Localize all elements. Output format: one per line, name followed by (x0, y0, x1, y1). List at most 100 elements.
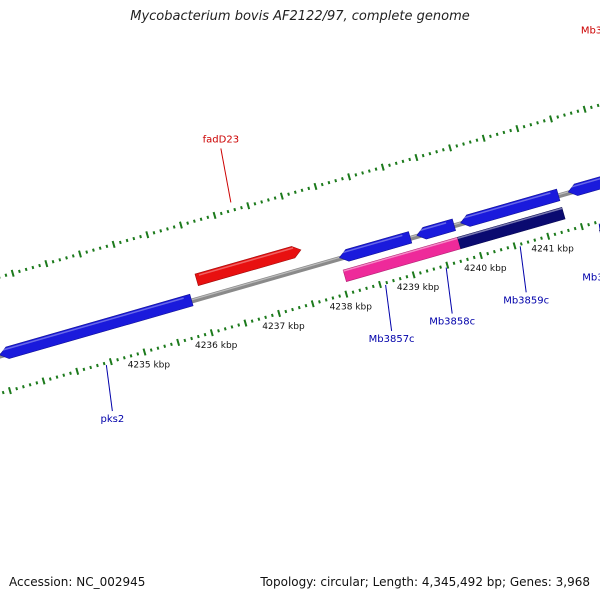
forward-scale-tick (414, 153, 419, 162)
forward-scale-tick (10, 269, 15, 277)
scale-label-4242-kbp: 4242 kbp (599, 225, 600, 235)
reverse-scale-tick (62, 373, 66, 377)
scale-label-4240-kbp: 4240 kbp (464, 264, 507, 274)
reverse-scale-tick (546, 232, 551, 240)
gene-fadd23[interactable] (194, 246, 302, 286)
reverse-scale-tick (411, 271, 416, 279)
feature-bar-shine (343, 237, 458, 272)
reverse-scale-tick (170, 342, 173, 347)
reverse-scale-tick (365, 286, 368, 291)
forward-scale-tick (111, 240, 116, 248)
forward-scale-tick (38, 263, 41, 268)
forward-scale-tick (206, 215, 210, 220)
forward-scale-tick (24, 267, 28, 272)
forward-scale-tick (219, 211, 223, 216)
reverse-scale-tick (472, 255, 476, 260)
reverse-scale-tick (358, 288, 362, 292)
forward-scale-tick (152, 231, 156, 235)
reverse-scale-tick (55, 375, 59, 379)
reverse-scale-tick (493, 249, 496, 254)
forward-scale-tick (590, 105, 593, 110)
gene-shine (341, 234, 403, 254)
forward-scale-tick (596, 103, 600, 108)
forward-scale-tick (226, 209, 230, 214)
forward-scale-tick (401, 159, 405, 164)
reverse-scale-tick (250, 319, 254, 323)
forward-scale-tick (85, 250, 89, 254)
gene-mb3858c[interactable] (416, 218, 456, 240)
reverse-scale-tick (48, 377, 52, 381)
forward-scale-tick (139, 234, 142, 239)
forward-scale-tick (212, 211, 217, 220)
reverse-scale-tick (277, 309, 282, 318)
reverse-scale-tick (230, 325, 234, 329)
forward-scale-tick (4, 273, 8, 277)
forward-scale-tick (582, 105, 587, 113)
forward-scale-tick (132, 236, 136, 241)
reverse-scale-tick (116, 358, 119, 362)
reverse-scale-tick (439, 265, 442, 269)
forward-scale-tick (428, 151, 432, 156)
reverse-scale-tick (69, 371, 72, 375)
reverse-scale-tick (425, 269, 429, 273)
reverse-scale-tick (41, 377, 46, 385)
forward-scale-tick (347, 173, 352, 181)
forward-scale-tick (462, 142, 465, 146)
reverse-scale-tick (1, 390, 5, 395)
reverse-scale-tick (257, 317, 261, 321)
reverse-scale-tick (264, 315, 267, 320)
forward-scale-tick (435, 150, 438, 154)
forward-scale-tick (576, 109, 580, 113)
forward-scale-tick (549, 115, 553, 123)
forward-scale-tick (536, 121, 539, 125)
gene-shine (1, 297, 184, 351)
reverse-scale-tick (75, 367, 80, 375)
forward-scale-tick (65, 256, 68, 260)
reverse-scale-tick (540, 236, 543, 240)
leader-line-mb3858c (445, 267, 453, 314)
forward-scale-tick (18, 269, 21, 274)
forward-scale-tick (293, 190, 297, 194)
forward-scale-tick (542, 119, 546, 123)
backbone-highlight (0, 182, 600, 356)
forward-scale-tick (441, 148, 445, 152)
forward-scale-tick (118, 240, 122, 245)
reverse-scale-tick (310, 300, 315, 308)
reverse-scale-tick (243, 319, 248, 327)
reverse-scale-tick (593, 221, 597, 225)
reverse-scale-tick (156, 346, 160, 350)
forward-scale-tick (186, 221, 190, 225)
reverse-scale-tick (378, 280, 382, 289)
forward-scale-tick (529, 123, 533, 127)
gene-mb3860c[interactable] (567, 175, 600, 196)
gene-shine (570, 177, 600, 188)
reverse-scale-tick (35, 381, 39, 385)
feature-bar-1 (457, 207, 566, 250)
forward-scale-tick (341, 177, 344, 181)
scale-label-4237-kbp: 4237 kbp (262, 322, 305, 332)
forward-scale-tick (509, 128, 513, 133)
gene-mb3859c[interactable] (460, 188, 561, 227)
reverse-scale-tick (237, 323, 241, 327)
reverse-scale-tick (466, 257, 469, 262)
gene-mb3857c[interactable] (339, 231, 413, 262)
gene-label-mb3859c: Mb3859c (503, 295, 549, 306)
forward-scale-tick (394, 161, 398, 166)
forward-scale-tick (563, 113, 566, 117)
reverse-scale-tick (567, 228, 570, 233)
reverse-scale-tick (587, 222, 590, 227)
forward-scale-tick (361, 171, 364, 175)
forward-scale-tick (421, 153, 425, 158)
reverse-scale-tick (324, 298, 328, 302)
reverse-scale-tick (149, 348, 153, 352)
forward-scale-tick (260, 200, 264, 204)
reverse-scale-tick (398, 276, 402, 281)
scale-label-4238-kbp: 4238 kbp (330, 303, 373, 313)
gene-pks2[interactable] (0, 293, 194, 359)
reverse-scale-tick (506, 246, 510, 250)
feature-bar-shine (457, 207, 563, 239)
forward-scale-tick (279, 192, 284, 200)
accession-text: Accession: NC_002945 (9, 575, 146, 589)
gene-label-mb3861: Mb3861 (581, 25, 600, 36)
